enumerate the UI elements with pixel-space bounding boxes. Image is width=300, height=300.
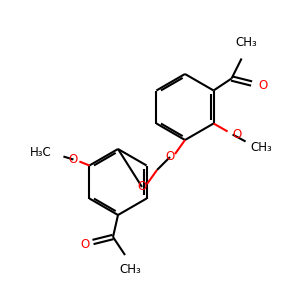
Text: CH₃: CH₃ [119, 263, 141, 276]
Text: O: O [165, 151, 175, 164]
Text: O: O [259, 79, 268, 92]
Text: O: O [232, 128, 242, 141]
Text: O: O [137, 181, 147, 194]
Text: O: O [80, 238, 90, 251]
Text: O: O [69, 153, 78, 166]
Text: CH₃: CH₃ [236, 37, 257, 50]
Text: H₃C: H₃C [30, 146, 51, 159]
Text: CH₃: CH₃ [250, 141, 272, 154]
